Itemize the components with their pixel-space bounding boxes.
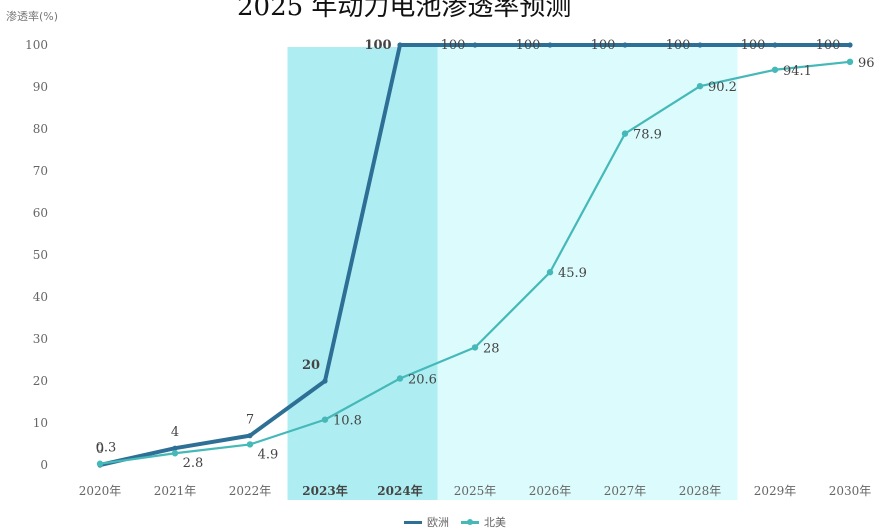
data-label-series-1: 94.1 — [783, 64, 812, 79]
data-label-series-1: 2.8 — [183, 456, 204, 471]
highlight-band-light-3 — [662, 47, 738, 500]
data-label-series-0: 4 — [171, 425, 179, 440]
data-point-series-1 — [846, 58, 854, 65]
data-label-series-1: 78.9 — [633, 128, 662, 143]
data-point-series-0 — [697, 42, 703, 48]
y-tick-label: 90 — [33, 80, 48, 94]
data-point-series-0 — [622, 42, 628, 48]
data-label-series-0: 100 — [364, 38, 391, 53]
data-label-series-0: 100 — [516, 38, 541, 53]
y-tick-label: 50 — [33, 248, 48, 262]
data-label-series-0: 100 — [741, 38, 766, 53]
x-tick-label: 2028年 — [679, 484, 722, 498]
data-point-series-0 — [847, 42, 853, 48]
data-label-series-0: 0 — [96, 442, 104, 457]
y-tick-label: 30 — [33, 332, 48, 346]
data-label-series-1: 4.9 — [258, 447, 279, 462]
data-point-series-0 — [547, 42, 553, 48]
data-point-series-1 — [246, 441, 254, 448]
data-point-series-1 — [771, 66, 779, 73]
y-tick-label: 40 — [33, 290, 48, 304]
highlight-band-strong-1 — [362, 47, 438, 500]
x-tick-label: 2024年 — [377, 483, 422, 498]
x-tick-label: 2027年 — [604, 484, 647, 498]
data-label-series-1: 10.8 — [333, 414, 362, 429]
data-point-series-0 — [322, 378, 328, 384]
data-point-series-1 — [96, 460, 104, 467]
data-label-series-1: 45.9 — [558, 266, 587, 281]
data-label-series-1: 0.3 — [96, 441, 117, 456]
legend-item-europe: 欧洲 — [404, 514, 449, 530]
data-label-series-1: 28 — [483, 341, 500, 356]
y-tick-label: 60 — [33, 206, 48, 220]
data-label-series-1: 96 — [858, 56, 875, 71]
data-label-series-0: 7 — [246, 413, 254, 428]
data-point-series-1 — [621, 130, 629, 137]
data-point-series-1 — [546, 269, 554, 276]
data-point-series-0 — [472, 42, 478, 48]
data-point-series-1 — [696, 82, 704, 90]
x-tick-label: 2022年 — [229, 484, 272, 498]
y-tick-label: 10 — [33, 416, 48, 430]
x-tick-label: 2026年 — [529, 484, 572, 498]
data-label-series-0: 20 — [302, 358, 320, 373]
x-tick-label: 2030年 — [829, 484, 872, 498]
x-tick-label: 2023年 — [302, 483, 347, 498]
x-tick-label: 2020年 — [79, 484, 122, 498]
highlight-band-light-2 — [587, 47, 663, 500]
y-tick-label: 100 — [25, 38, 48, 52]
chart-title: 2025 年动力电池渗透率预测 — [237, 0, 572, 22]
data-point-series-0 — [172, 445, 178, 451]
data-point-series-0 — [397, 42, 403, 48]
legend-label-europe: 欧洲 — [427, 516, 449, 529]
x-tick-label: 2029年 — [754, 484, 797, 498]
data-label-series-0: 100 — [816, 38, 841, 53]
y-tick-label: 20 — [33, 374, 48, 388]
highlight-band-strong-0 — [287, 47, 363, 500]
data-label-series-0: 100 — [441, 38, 466, 53]
legend-item-north-america: 北美 — [461, 514, 506, 530]
legend-swatch-europe — [404, 520, 422, 524]
x-tick-label: 2025年 — [454, 484, 497, 498]
data-point-series-0 — [247, 433, 253, 439]
y-axis-unit-label: 渗透率(%) — [6, 10, 59, 23]
legend-swatch-north-america — [461, 518, 479, 525]
data-point-series-0 — [772, 42, 778, 48]
data-point-series-1 — [321, 416, 329, 423]
data-label-series-0: 100 — [591, 38, 616, 53]
y-tick-label: 70 — [33, 164, 48, 178]
legend: 欧洲 北美 — [404, 514, 518, 530]
y-tick-label: 0 — [40, 458, 48, 472]
x-tick-label: 2021年 — [154, 484, 197, 498]
y-tick-label: 80 — [33, 122, 48, 136]
legend-label-north-america: 北美 — [484, 516, 506, 529]
highlight-band-light-0 — [437, 47, 513, 500]
data-label-series-1: 20.6 — [408, 372, 437, 387]
data-point-series-1 — [171, 450, 179, 457]
data-label-series-1: 90.2 — [708, 80, 737, 95]
data-point-series-1 — [471, 344, 479, 351]
data-point-series-1 — [396, 375, 404, 382]
data-label-series-0: 100 — [666, 38, 691, 53]
